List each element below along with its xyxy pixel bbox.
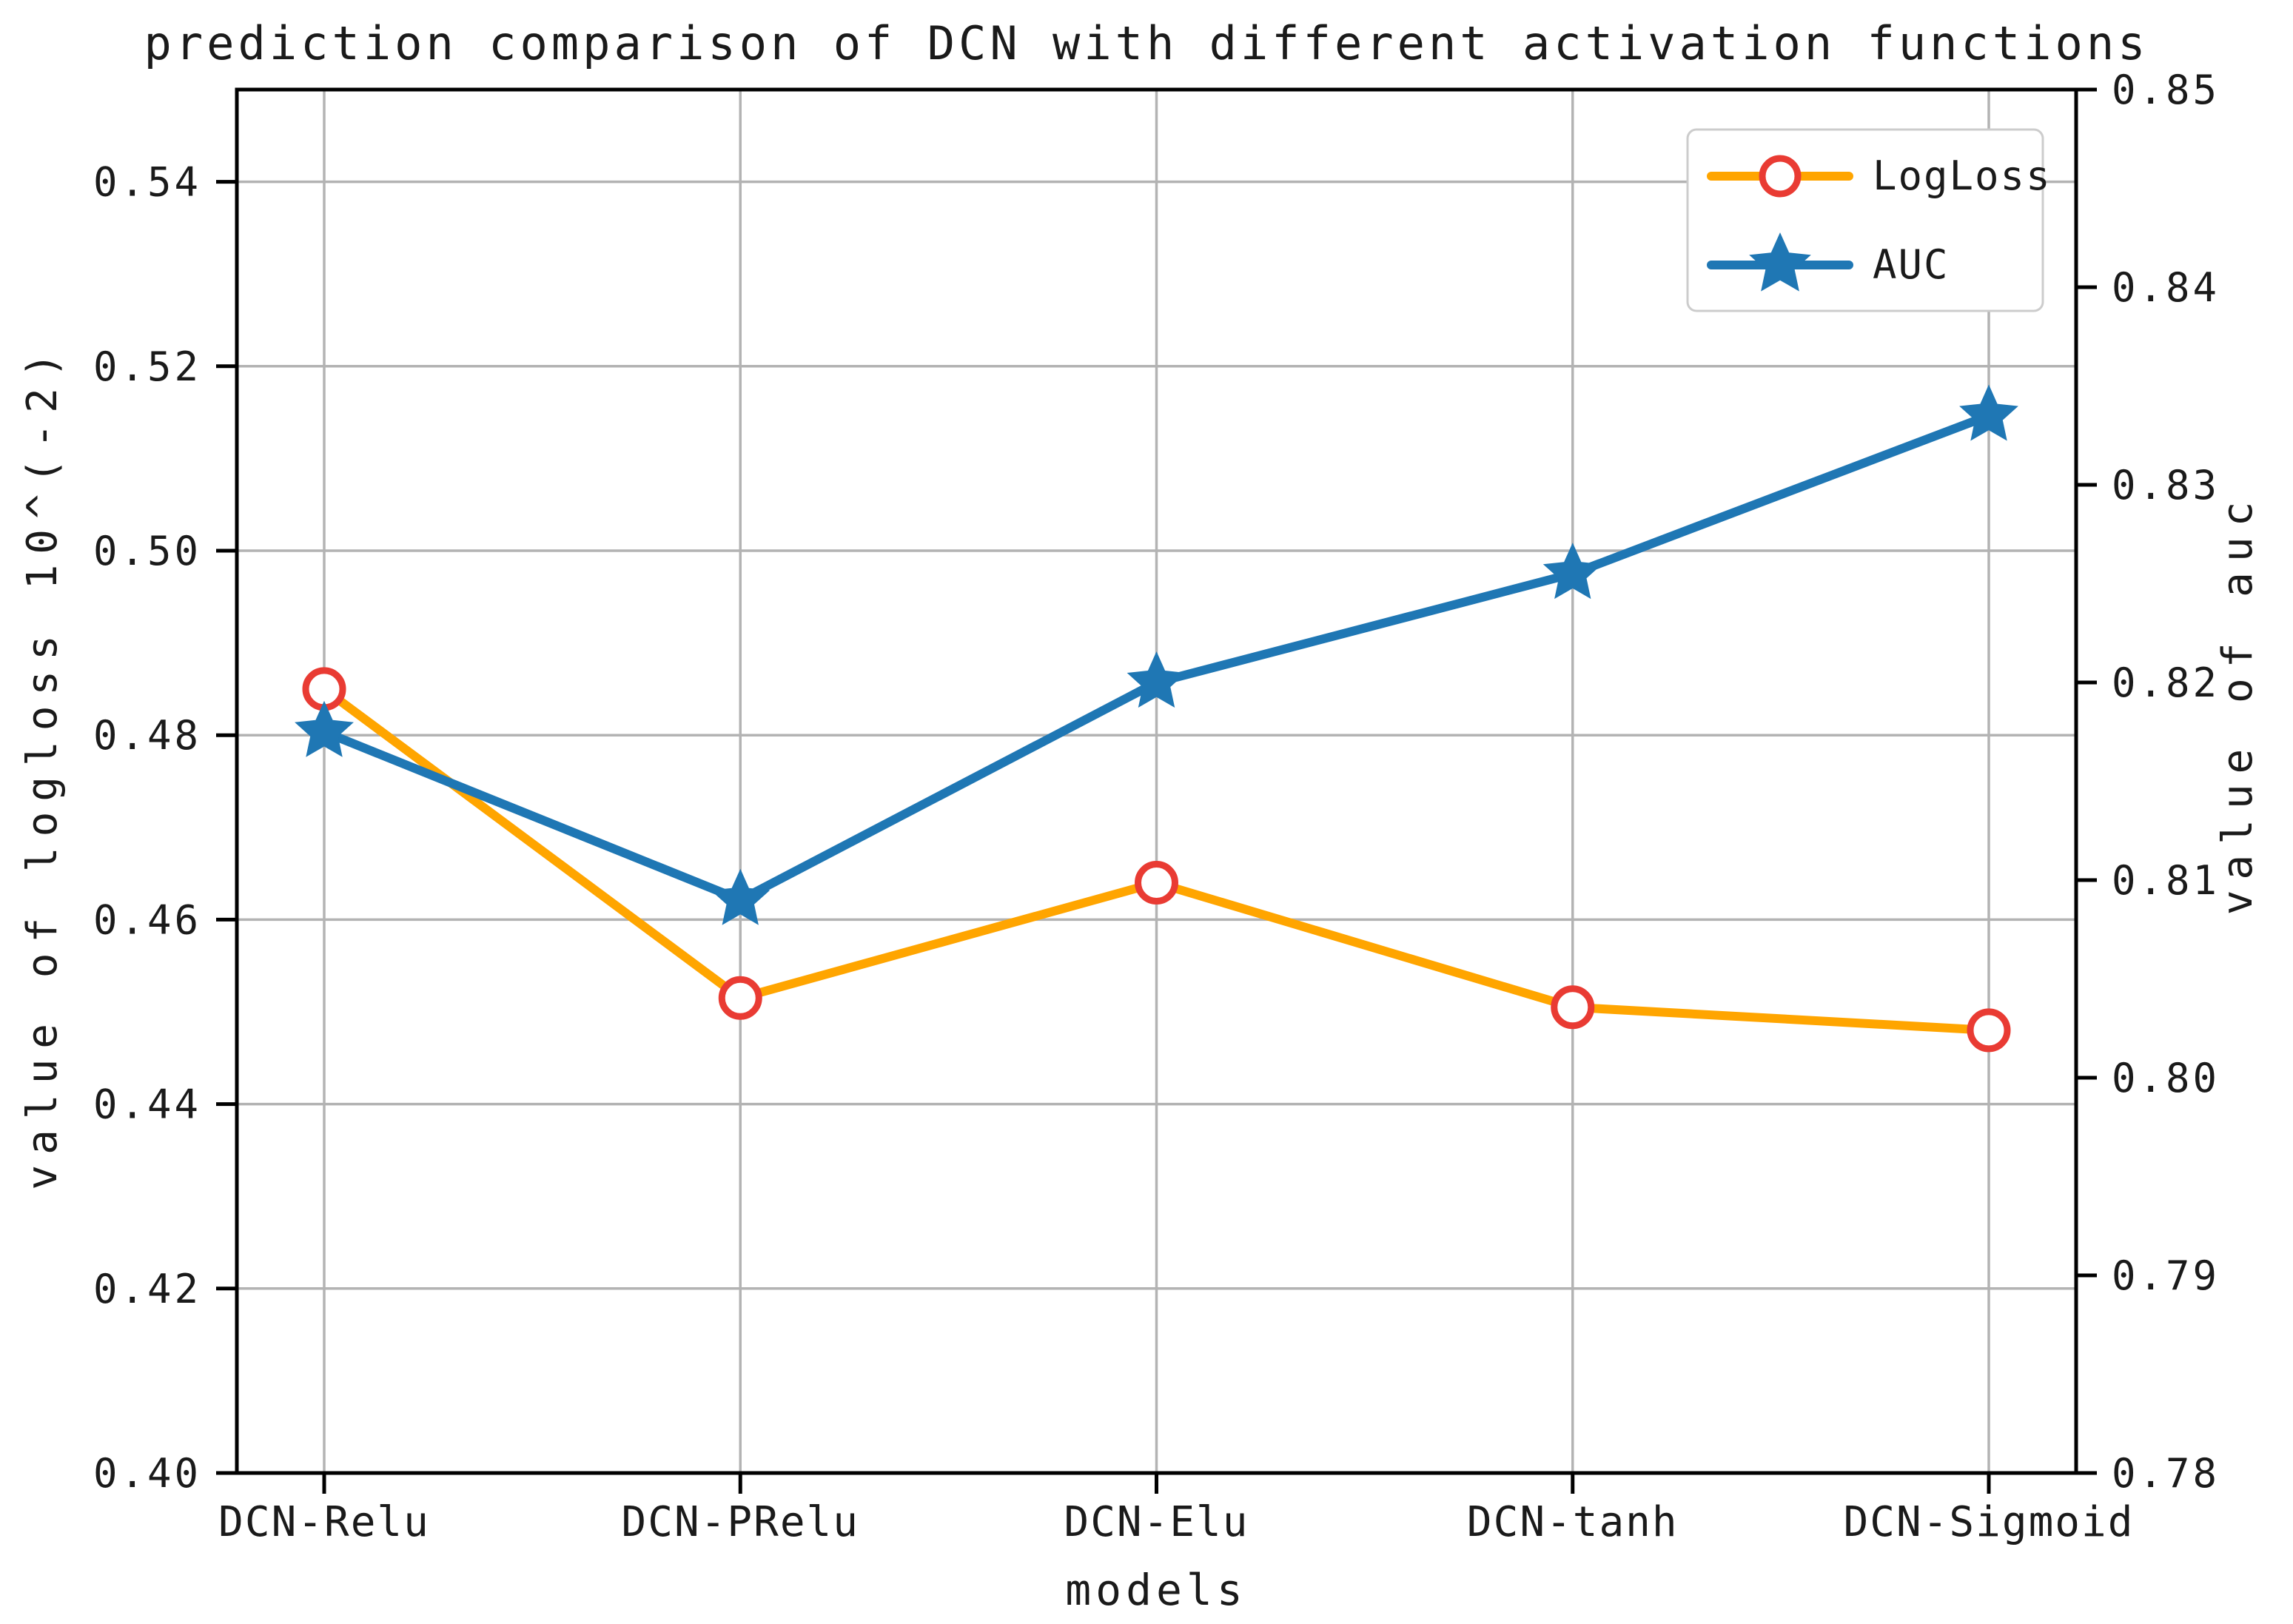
y-right-tick-label: 0.82	[2112, 660, 2220, 706]
legend-marker-circle	[1759, 155, 1802, 198]
legend-sample-auc	[1707, 232, 1853, 292]
legend-label-logloss: LogLoss	[1873, 152, 2052, 199]
x-tick-label: DCN-Relu	[218, 1498, 430, 1546]
data-point-auc-DCN-Elu	[1127, 651, 1186, 708]
y-right-tick-label: 0.79	[2112, 1252, 2220, 1299]
y-left-tick-label: 0.54	[93, 159, 201, 206]
y-left-tick-label: 0.46	[93, 896, 201, 943]
legend-label-auc: AUC	[1873, 241, 1950, 288]
y-left-tick-label: 0.44	[93, 1081, 201, 1128]
y-left-tick-label: 0.40	[93, 1450, 201, 1497]
series-layer	[295, 384, 2018, 1053]
data-point-auc-DCN-tanh	[1542, 543, 1602, 600]
y-right-tick-label: 0.80	[2112, 1055, 2220, 1101]
y-left-tick-label: 0.50	[93, 528, 201, 574]
y-right-tick-label: 0.81	[2112, 857, 2220, 904]
data-point-auc-DCN-Sigmoid	[1959, 384, 2018, 441]
y-left-tick-label: 0.42	[93, 1266, 201, 1312]
data-point-auc-DCN-Relu	[295, 700, 354, 757]
legend-sample-logloss	[1707, 155, 1853, 198]
x-tick-label: DCN-Sigmoid	[1844, 1498, 2135, 1546]
data-point-auc-DCN-PRelu	[711, 868, 771, 925]
data-point-logloss-DCN-Sigmoid	[1967, 1008, 2011, 1053]
chart-title: prediction comparison of DCN with differ…	[144, 16, 2149, 70]
x-tick-label: DCN-Elu	[1064, 1498, 1249, 1546]
y-right-tick-label: 0.84	[2112, 264, 2220, 311]
x-tick-label: DCN-PRelu	[622, 1498, 859, 1546]
y-left-tick-label: 0.52	[93, 343, 201, 390]
tick-labels-layer: DCN-Relu DCN-PRelu DCN-Elu DCN-tanh DCN-Sigm…	[93, 67, 2220, 1546]
legend-marker-star	[1749, 232, 1811, 292]
y-right-tick-label: 0.85	[2112, 67, 2220, 113]
right-axis-label: value of auc	[2214, 491, 2262, 916]
left-axis-label: value of logloss 10^(-2)	[19, 342, 67, 1190]
y-right-tick-label: 0.83	[2112, 462, 2220, 509]
legend: LogLoss AUC	[1686, 128, 2052, 312]
data-point-logloss-DCN-PRelu	[718, 976, 762, 1020]
y-right-tick-label: 0.78	[2112, 1450, 2220, 1497]
x-tick-label: DCN-tanh	[1467, 1498, 1679, 1546]
data-point-logloss-DCN-Elu	[1135, 861, 1178, 905]
data-point-logloss-DCN-tanh	[1551, 985, 1595, 1030]
y-left-tick-label: 0.48	[93, 712, 201, 759]
x-axis-label: models	[1065, 1565, 1247, 1615]
ticks-layer	[216, 87, 2097, 1494]
